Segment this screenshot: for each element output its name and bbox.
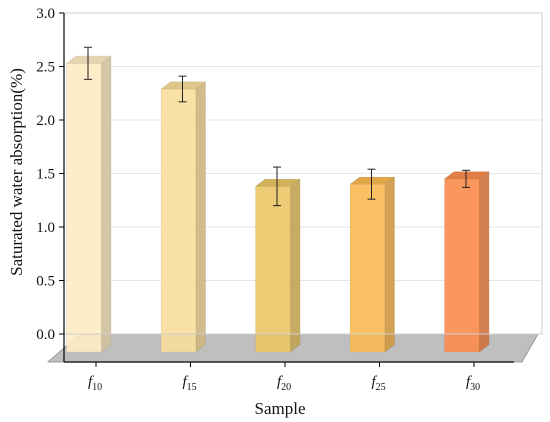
bar-side — [479, 171, 490, 353]
y-tick-label: 0.0 — [36, 327, 55, 343]
bar-series — [65, 46, 491, 353]
x-tick-label: f30 — [466, 374, 480, 393]
y-tick-label: 2.5 — [36, 60, 55, 76]
bar-front — [444, 178, 480, 353]
x-tick-label: f25 — [372, 374, 386, 393]
bar-front — [66, 62, 102, 353]
bar-front — [349, 183, 386, 353]
bar-top — [254, 178, 302, 187]
bar-side — [384, 176, 395, 353]
bar-top — [349, 176, 396, 185]
y-tick-label: 0.5 — [36, 274, 55, 290]
y-tick-label: 2.0 — [36, 113, 55, 129]
y-tick-label: 3.0 — [36, 6, 55, 22]
bar-side — [195, 81, 206, 353]
axes: 0.0 0.5 1.0 1.5 2.0 2.5 3.0 f10 f15 f20 f25 f30 — [36, 6, 543, 393]
y-tick-label: 1.5 — [36, 167, 55, 183]
bar-top — [443, 171, 491, 180]
x-axis-title: Sample — [255, 399, 306, 418]
bar-front — [160, 88, 197, 353]
x-tick-label: f15 — [183, 374, 197, 393]
bar-front — [255, 186, 291, 353]
bar-side — [101, 55, 112, 353]
y-tick-label: 1.0 — [36, 220, 55, 236]
bar-side — [290, 178, 301, 353]
x-tick-label: f10 — [88, 374, 102, 393]
bar-top — [160, 81, 207, 90]
x-tick-label: f20 — [277, 374, 291, 393]
y-axis-title: Saturated water absorption(%) — [7, 68, 26, 276]
bar-top — [65, 55, 112, 64]
